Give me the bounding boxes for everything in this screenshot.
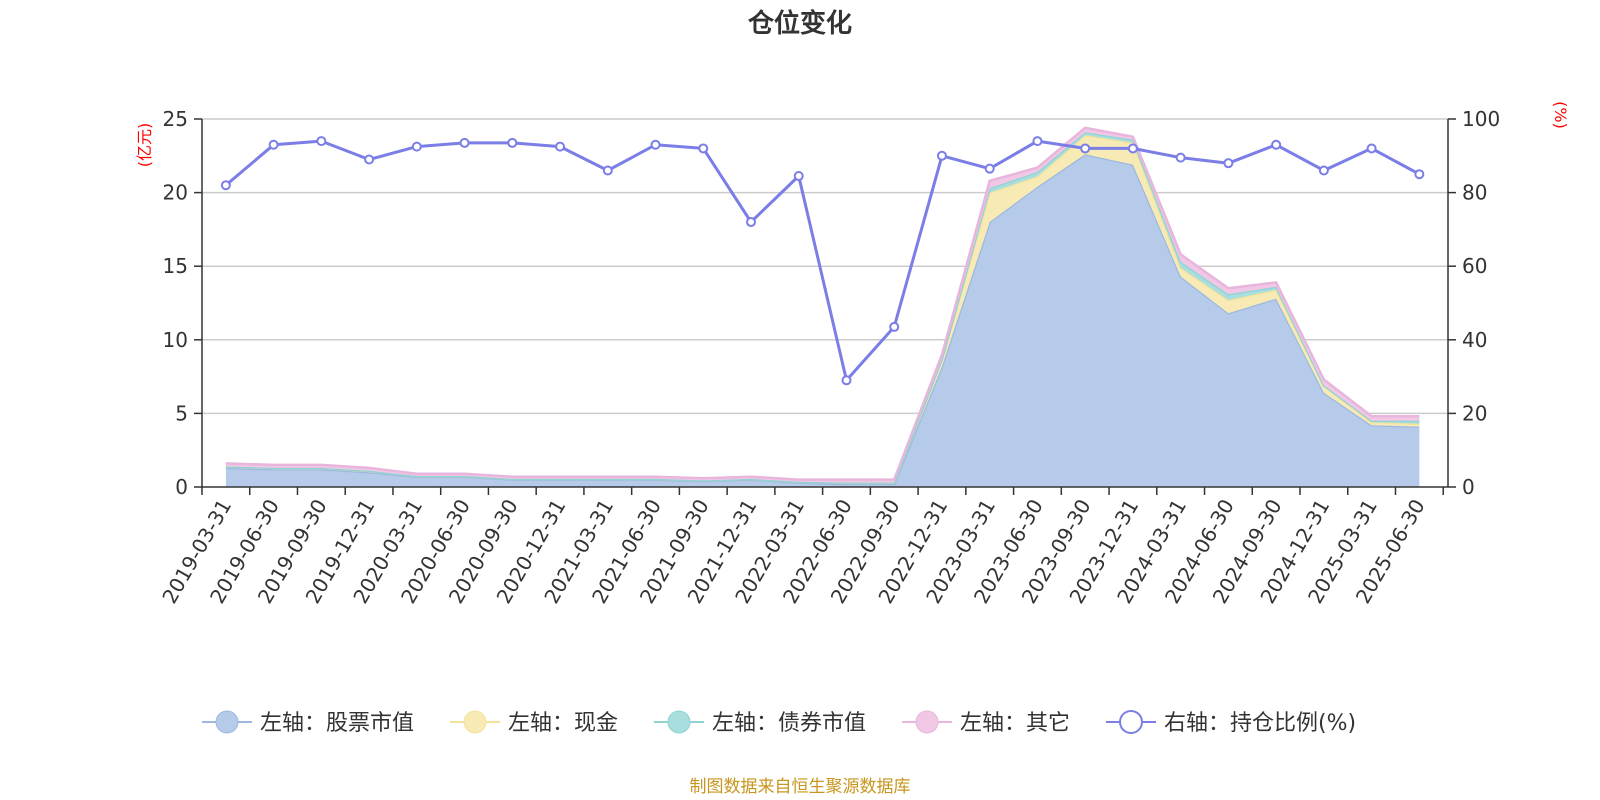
ratio-line-point: [650, 139, 661, 150]
ratio-line-point: [316, 136, 327, 147]
ratio-line-point: [746, 217, 757, 228]
ratio-line-point: [459, 137, 470, 148]
right-tick-label: 40: [1462, 328, 1487, 352]
legend-marker-icon: [915, 710, 939, 734]
chart-title: 仓位变化: [747, 8, 852, 39]
legend-label: 左轴：债券市值: [712, 711, 866, 736]
right-tick-label: 60: [1462, 254, 1487, 278]
left-tick-label: 5: [175, 401, 188, 425]
left-tick-label: 0: [175, 475, 188, 499]
ratio-line-point: [411, 141, 422, 152]
ratio-line-point: [1366, 143, 1377, 154]
legend-marker-icon: [215, 710, 239, 734]
right-axis-unit: (%): [1551, 101, 1570, 129]
ratio-line-point: [364, 154, 375, 165]
stacked-areas: [225, 126, 1420, 488]
ratio-line-point: [793, 171, 804, 182]
ratio-line-point: [889, 321, 900, 332]
legend-item-3[interactable]: 左轴：其它: [902, 710, 1070, 736]
ratio-line-point: [1271, 139, 1282, 150]
ratio-line-point: [268, 139, 279, 150]
legend-marker-icon: [667, 710, 691, 734]
ratio-line-point: [1032, 136, 1043, 147]
legend-label: 右轴：持仓比例(%): [1164, 711, 1356, 736]
legend-label: 左轴：其它: [960, 711, 1070, 736]
ratio-line-point: [220, 180, 231, 191]
ratio-line-point: [1175, 152, 1186, 163]
ratio-line-point: [1127, 143, 1138, 154]
area-series-3-edge: [225, 126, 1420, 481]
ratio-line-point: [602, 165, 613, 176]
legend-marker-icon: [1119, 710, 1143, 734]
legend: 左轴：股票市值 左轴：现金 左轴：债券市值 左轴：其它 右轴：持仓比例(%): [202, 710, 1356, 736]
ratio-line-point: [698, 143, 709, 154]
legend-item-2[interactable]: 左轴：债券市值: [654, 710, 866, 736]
left-tick-label: 15: [163, 254, 188, 278]
ratio-line-point: [1318, 165, 1329, 176]
right-tick-label: 20: [1462, 401, 1487, 425]
ratio-line-point: [984, 163, 995, 174]
ratio-line-point: [555, 141, 566, 152]
ratio-line-point: [1080, 143, 1091, 154]
right-tick-label: 80: [1462, 181, 1487, 205]
legend-label: 左轴：现金: [508, 711, 618, 736]
left-axis-unit: (亿元): [135, 123, 154, 168]
legend-item-1[interactable]: 左轴：现金: [450, 710, 618, 736]
ratio-line-path: [224, 139, 1421, 382]
legend-item-4[interactable]: 右轴：持仓比例(%): [1106, 710, 1356, 736]
legend-label: 左轴：股票市值: [260, 711, 414, 736]
left-tick-label: 10: [163, 328, 188, 352]
area-series-0: [225, 154, 1420, 488]
legend-item-0[interactable]: 左轴：股票市值: [202, 710, 414, 736]
ratio-line-point: [1414, 169, 1425, 180]
data-source-note: 制图数据来自恒生聚源数据库: [690, 777, 911, 797]
right-tick-label: 0: [1462, 475, 1475, 499]
legend-marker-icon: [463, 710, 487, 734]
ratio-line-point: [841, 375, 852, 386]
left-tick-label: 20: [163, 181, 188, 205]
ratio-line-point: [1223, 158, 1234, 169]
right-tick-label: 100: [1462, 107, 1500, 131]
ratio-line-point: [936, 150, 947, 161]
ratio-line-point: [507, 137, 518, 148]
ratio-line: [220, 136, 1425, 386]
left-tick-label: 25: [163, 107, 188, 131]
